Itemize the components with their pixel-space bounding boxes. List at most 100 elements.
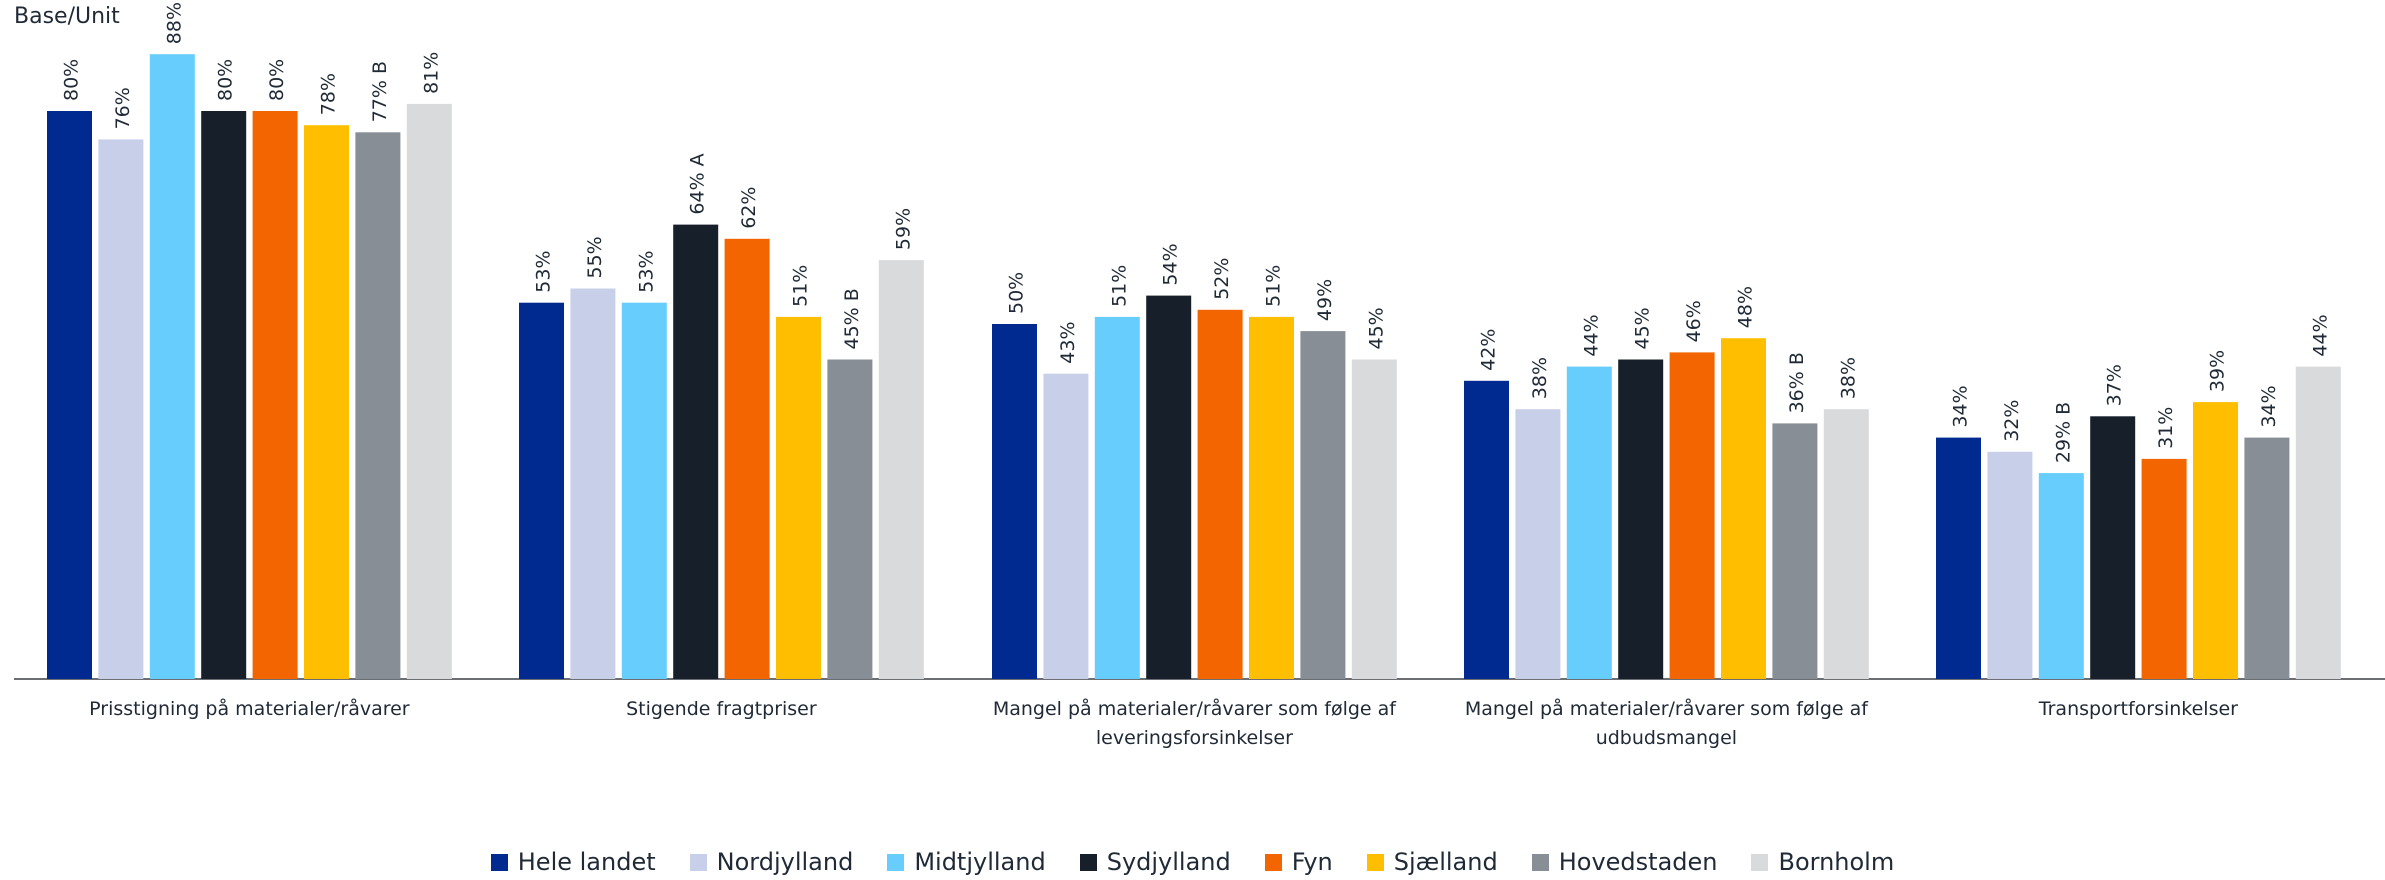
legend-item: Bornholm xyxy=(1751,848,1894,876)
data-label: 52% xyxy=(1211,258,1233,300)
bar xyxy=(1618,359,1664,679)
data-label: 51% xyxy=(790,265,812,307)
bar xyxy=(252,111,298,679)
data-label: 29% B xyxy=(2052,402,2074,463)
bar xyxy=(1566,366,1612,679)
bar xyxy=(1515,409,1561,679)
data-label: 62% xyxy=(738,187,760,229)
bar xyxy=(878,260,924,679)
data-label: 54% xyxy=(1160,243,1182,285)
data-label: 77% B xyxy=(369,61,391,122)
legend-label: Fyn xyxy=(1291,848,1333,876)
bar xyxy=(1249,316,1294,679)
data-label: 38% xyxy=(1529,357,1551,399)
bar xyxy=(992,324,1037,679)
data-label: 43% xyxy=(1057,321,1079,363)
legend-swatch xyxy=(490,853,508,871)
legend-label: Sydjylland xyxy=(1106,848,1231,876)
data-label: 80% xyxy=(215,59,237,101)
bar xyxy=(1987,451,2033,679)
legend-item: Fyn xyxy=(1264,848,1333,876)
legend-swatch xyxy=(1079,853,1097,871)
data-label: 51% xyxy=(1108,265,1130,307)
legend-label: Bornholm xyxy=(1778,848,1895,876)
bar xyxy=(2141,458,2187,679)
bar xyxy=(47,111,92,679)
bar xyxy=(2244,437,2290,679)
bar xyxy=(1043,373,1089,679)
bar xyxy=(1823,409,1869,679)
legend-item: Nordjylland xyxy=(689,848,853,876)
bar xyxy=(570,288,616,679)
category-label: leveringsforsinkelser xyxy=(1096,727,1293,749)
bar xyxy=(1669,352,1715,679)
data-label: 59% xyxy=(892,208,914,250)
legend-item: Hele landet xyxy=(490,848,656,876)
bar xyxy=(1351,359,1397,679)
data-label: 51% xyxy=(1263,265,1285,307)
data-label: 32% xyxy=(2001,400,2023,442)
bar xyxy=(355,132,401,680)
data-label: 39% xyxy=(2207,350,2229,392)
category-label: Mangel på materialer/råvarer som følge a… xyxy=(993,697,1397,720)
bar xyxy=(304,125,349,679)
legend-label: Sjælland xyxy=(1393,848,1498,876)
data-label: 44% xyxy=(1580,314,1602,356)
data-label: 45% B xyxy=(841,288,863,349)
data-label: 46% xyxy=(1683,300,1705,342)
bar xyxy=(201,111,247,679)
bar xyxy=(621,302,667,679)
chart-legend: Hele landet Nordjylland Midtjylland Sydjyll… xyxy=(0,848,2385,876)
legend-item: Midtjylland xyxy=(887,848,1046,876)
legend-label: Midtjylland xyxy=(914,848,1046,876)
legend-label: Hele landet xyxy=(517,848,656,876)
data-label: 53% xyxy=(533,250,555,292)
bar xyxy=(673,224,719,679)
bar xyxy=(1772,423,1818,679)
bar xyxy=(2090,416,2136,679)
bar xyxy=(827,359,873,679)
data-label: 34% xyxy=(2258,385,2280,427)
data-label: 64% A xyxy=(687,153,709,214)
data-label: 81% xyxy=(420,52,442,94)
category-label: Stigende fragtpriser xyxy=(626,698,817,720)
unit-label: Base/Unit xyxy=(14,4,120,29)
legend-item: Hovedstaden xyxy=(1531,848,1718,876)
legend-swatch xyxy=(1366,853,1384,871)
bar xyxy=(1464,380,1509,679)
bar xyxy=(149,54,195,679)
data-label: 42% xyxy=(1478,329,1500,371)
bar xyxy=(1146,295,1192,679)
data-label: 49% xyxy=(1314,279,1336,321)
data-label: 34% xyxy=(1950,385,1972,427)
bar xyxy=(406,103,452,679)
bar xyxy=(1300,331,1346,679)
data-label: 48% xyxy=(1735,286,1757,328)
data-label: 78% xyxy=(318,73,340,115)
data-label: 80% xyxy=(61,59,83,101)
legend-label: Hovedstaden xyxy=(1558,848,1718,876)
bar xyxy=(1094,316,1140,679)
data-label: 88% A xyxy=(163,0,185,44)
data-label: 45% xyxy=(1365,307,1387,349)
data-label: 44% xyxy=(2309,314,2331,356)
legend-item: Sydjylland xyxy=(1079,848,1231,876)
data-label: 31% xyxy=(2155,407,2177,449)
bar xyxy=(1197,309,1243,679)
data-label: 80% xyxy=(266,59,288,101)
data-label: 37% xyxy=(2104,364,2126,406)
bar-chart: 80% 76% 88% A 80% 80% 78% 77% B 81% Prisstigning… xyxy=(14,0,2385,749)
legend-swatch xyxy=(1264,853,1282,871)
bar xyxy=(2038,473,2084,679)
legend-swatch xyxy=(689,853,707,871)
category-label: udbudsmangel xyxy=(1596,727,1737,749)
legend-swatch xyxy=(1531,853,1549,871)
data-label: 50% xyxy=(1006,272,1028,314)
category-label: Transportforsinkelser xyxy=(2038,698,2238,720)
category-label: Mangel på materialer/råvarer som følge a… xyxy=(1465,697,1869,720)
bar xyxy=(776,316,821,679)
bar xyxy=(2295,366,2341,679)
data-label: 55% xyxy=(584,236,606,278)
bar xyxy=(2193,402,2238,679)
bar xyxy=(1936,437,1981,679)
